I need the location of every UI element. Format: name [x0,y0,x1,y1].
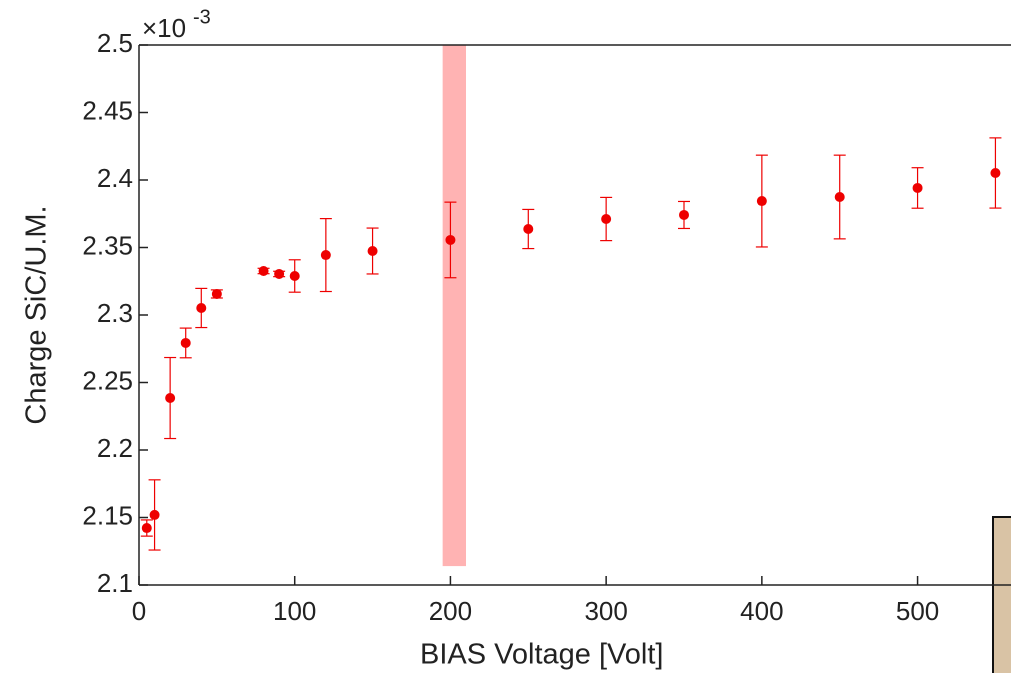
y-tick-label: 2.45 [82,95,133,125]
data-point [756,196,767,207]
highlight-band [442,45,466,567]
y-multiplier: ×10 [142,13,186,43]
data-point [289,270,300,281]
x-tick-label: 400 [740,596,783,626]
y-tick-label: 2.15 [82,500,133,530]
data-point [990,167,1001,178]
data-point [601,214,612,225]
data-point [196,302,207,313]
y-axis-label: Charge SiC/U.M. [21,205,53,424]
x-tick-label: 100 [273,596,316,626]
data-point [165,393,176,404]
y-multiplier-exponent: -3 [193,6,211,28]
data-point [679,209,689,220]
x-axis-label: BIAS Voltage [Volt] [420,639,663,671]
data-point [180,337,191,348]
y-tick-label: 2.25 [82,365,133,395]
data-point [523,224,534,235]
data-point [274,268,285,279]
y-tick-label: 2.4 [97,163,133,193]
y-tick-label: 2.3 [97,298,133,328]
x-tick-label: 200 [429,596,472,626]
x-tick-label: 500 [896,596,939,626]
data-point [141,523,152,534]
data-point [912,182,923,193]
y-tick-label: 2.1 [97,568,133,598]
data-point [258,265,269,276]
x-tick-label: 300 [584,596,627,626]
y-tick-label: 2.35 [82,230,133,260]
data-point [149,509,160,520]
y-tick-label: 2.2 [97,433,133,463]
y-tick-label: 2.5 [97,28,133,58]
data-point [320,250,331,261]
data-point [834,192,845,203]
x-tick-label: 0 [132,596,146,626]
data-point [367,246,378,257]
cropped-image [992,516,1011,673]
data-point [211,288,222,299]
data-point [445,234,456,245]
